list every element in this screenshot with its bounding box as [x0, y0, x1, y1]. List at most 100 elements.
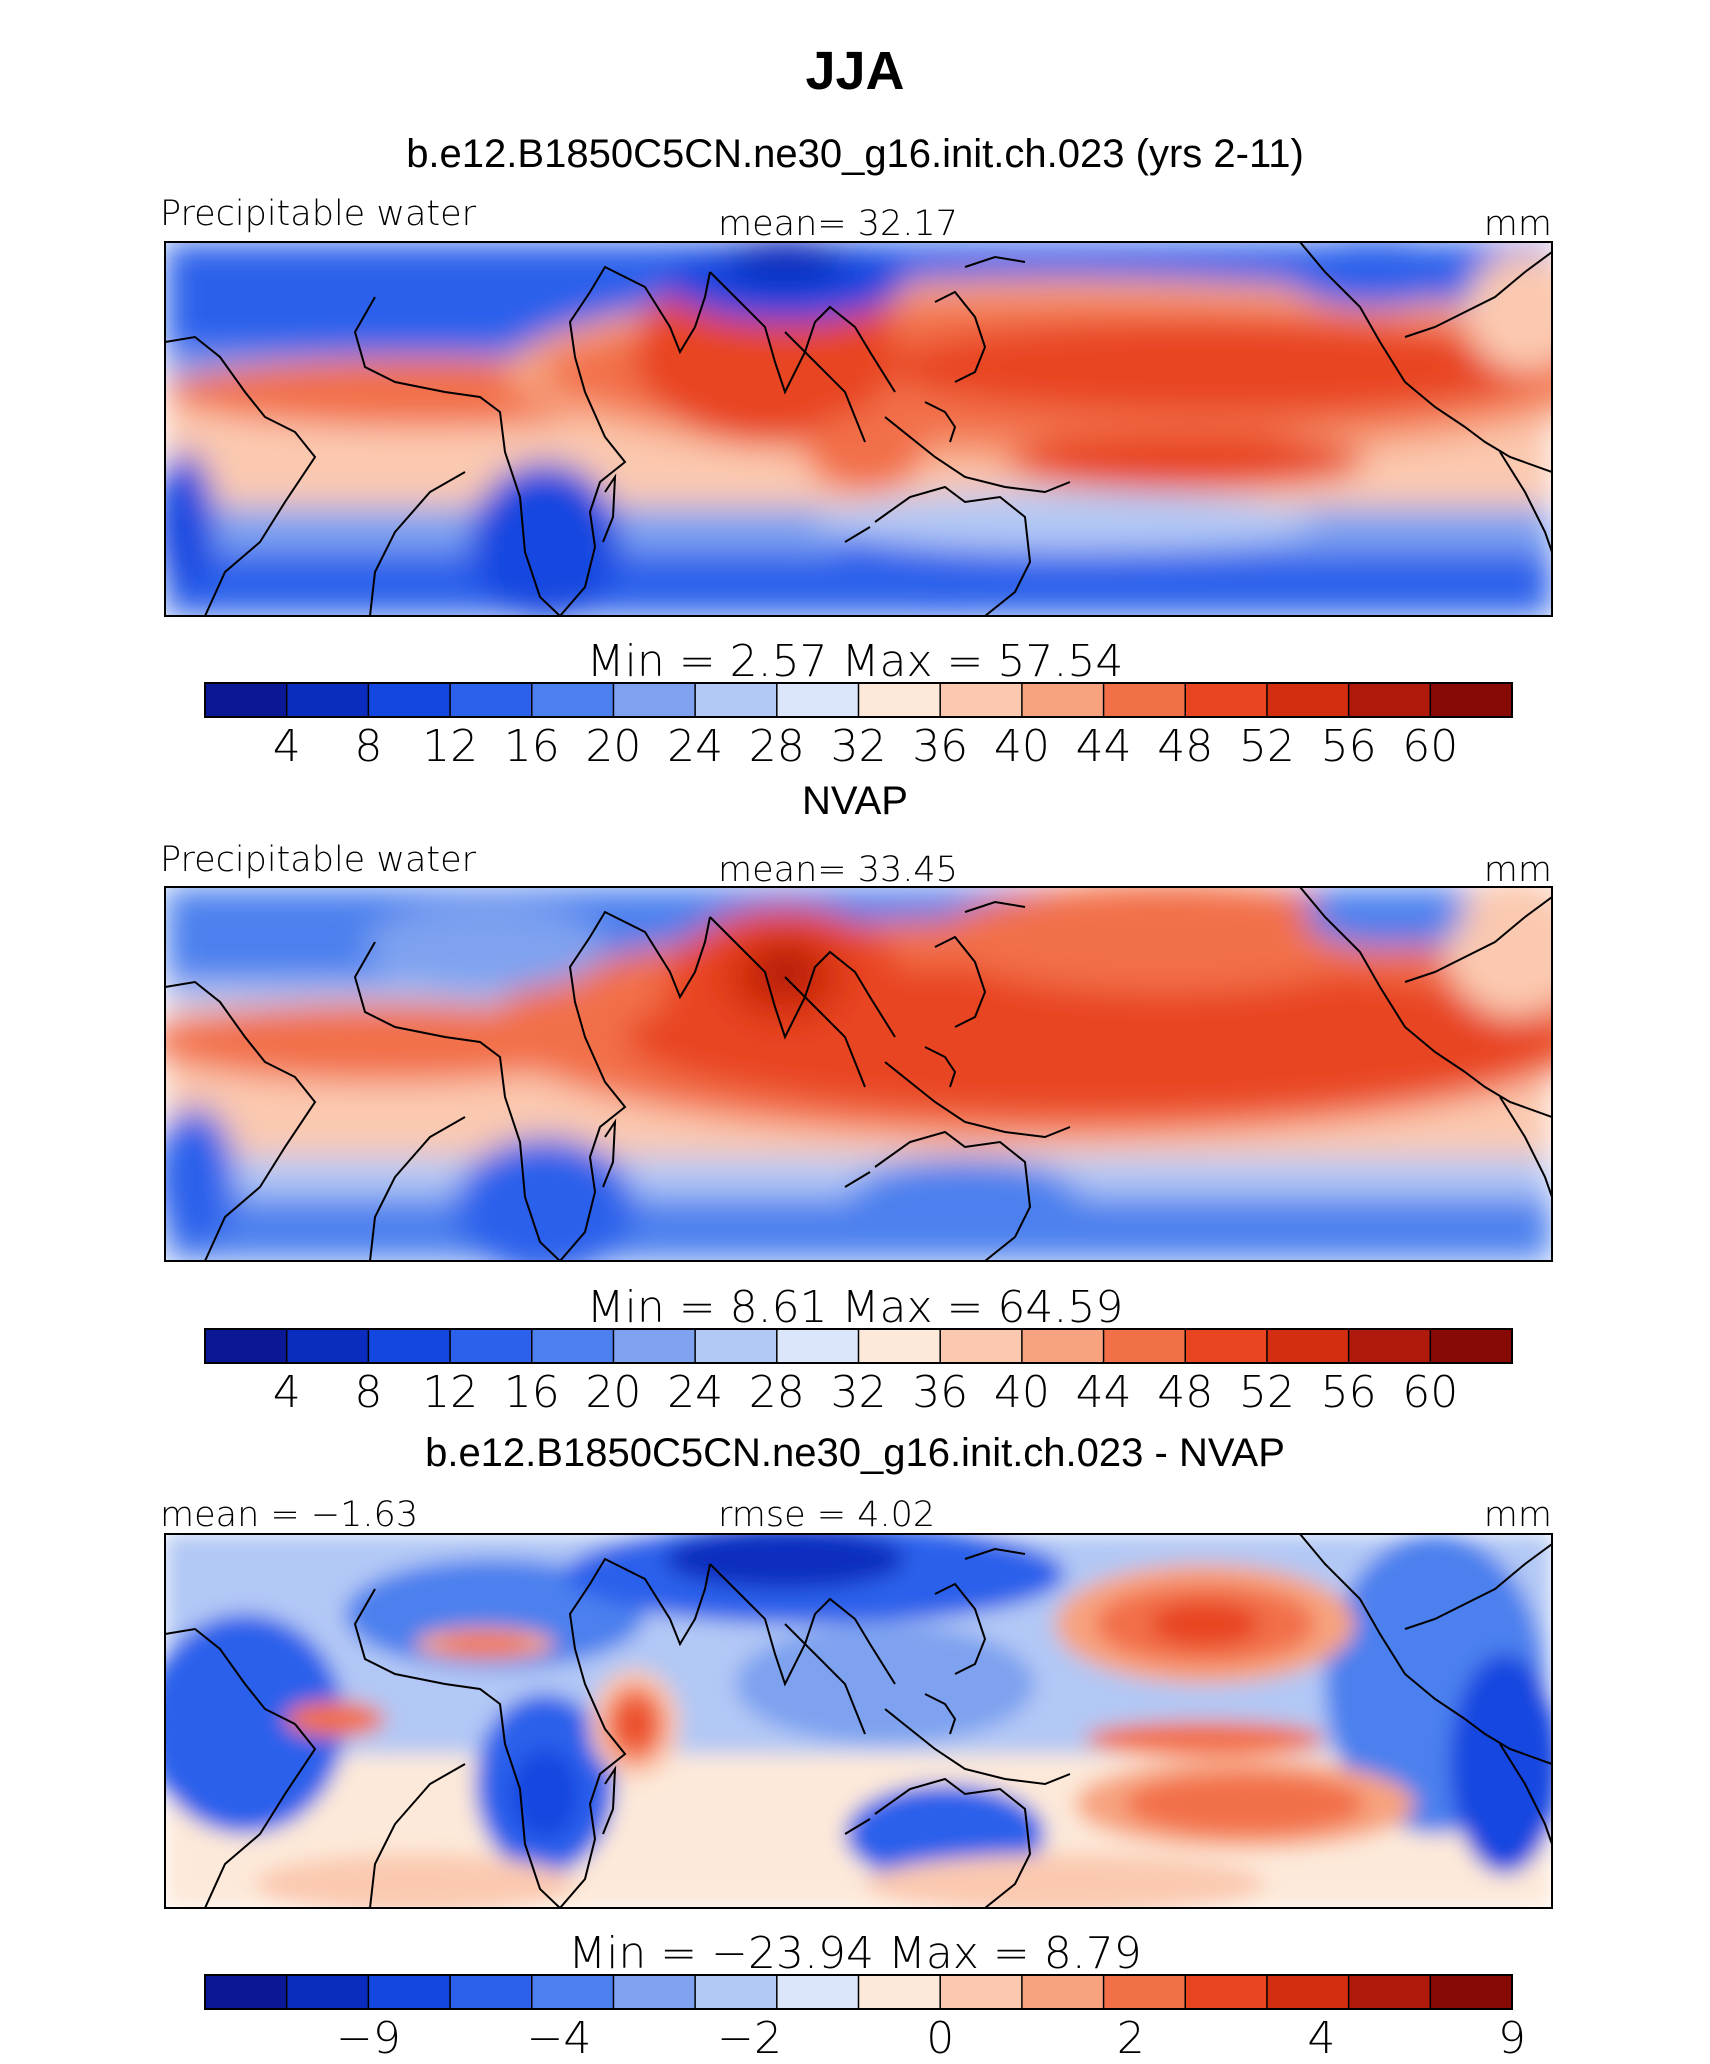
colorbar-swatch [1103, 1329, 1186, 1363]
colorbar-swatch [613, 683, 696, 717]
colorbar-swatch [1266, 1329, 1350, 1363]
panel-1-colorbar: 4 8 12 16 20 24 28 32 36 40 44 48 52 56 60 [204, 682, 1513, 772]
panel-3-units-label: mm [1484, 1495, 1552, 1535]
colorbar-tick-label: 44 [1076, 1367, 1132, 1418]
panel-1-frame [164, 241, 1553, 617]
panel-2-minmax: Min = 8.61 Max = 64.59 [587, 1282, 1124, 1333]
colorbar-frame [204, 1974, 1513, 2010]
colorbar-swatch [368, 1329, 451, 1363]
colorbar-swatch [1348, 683, 1431, 717]
panel-1-mean-label: mean= 32.17 [718, 204, 958, 244]
colorbar-swatch [1430, 683, 1513, 717]
colorbar-swatch [1103, 1975, 1186, 2009]
panel-obs: NVAP Precipitable water mean= 33.45 mm M… [160, 779, 1553, 1418]
figure-title: JJA [805, 41, 904, 101]
panel-2-mean-label: mean= 33.45 [718, 850, 958, 890]
colorbar-swatch [776, 683, 859, 717]
panel-3-colorbar: −9 −4 −2 0 2 4 9 [204, 1974, 1526, 2064]
colorbar-swatch [1348, 1975, 1431, 2009]
colorbar-tick-label: 20 [585, 721, 641, 772]
colorbar-swatch [695, 1329, 778, 1363]
colorbar-tick-label: 44 [1076, 721, 1132, 772]
colorbar-tick-label: 52 [1239, 1367, 1295, 1418]
colorbar-tick-label: −4 [527, 2013, 592, 2064]
panel-3-map [164, 1533, 1553, 1909]
colorbar-tick-label: 48 [1157, 721, 1213, 772]
colorbar-swatch [205, 1975, 288, 2009]
colorbar-swatch [1185, 1329, 1268, 1363]
colorbar-tick-label: 8 [354, 721, 382, 772]
panel-3-title: b.e12.B1850C5CN.ne30_g16.init.ch.023 - N… [425, 1431, 1285, 1475]
colorbar-swatch [368, 1975, 451, 2009]
colorbar-tick-label: 9 [1498, 2013, 1526, 2064]
colorbar-swatch [1021, 683, 1105, 717]
colorbar-swatch [450, 683, 533, 717]
panel-1-minmax: Min = 2.57 Max = 57.54 [587, 636, 1124, 687]
colorbar-tick-label: −2 [717, 2013, 782, 2064]
colorbar-tick-label: −9 [336, 2013, 401, 2064]
colorbar-tick-label: 32 [831, 721, 887, 772]
colorbar-tick-label: 16 [504, 721, 560, 772]
panel-2-colorbar: 4 8 12 16 20 24 28 32 36 40 44 48 52 56 60 [204, 1328, 1513, 1418]
panel-3-minmax: Min = −23.94 Max = 8.79 [568, 1928, 1142, 1979]
colorbar-swatch [286, 683, 369, 717]
colorbar-tick-label: 12 [422, 1367, 478, 1418]
colorbar-swatch [695, 683, 778, 717]
colorbar-swatch [1021, 1975, 1105, 2009]
colorbar-tick-label: 4 [1307, 2013, 1335, 2064]
panel-3-frame [164, 1533, 1553, 1909]
colorbar-swatch [450, 1329, 533, 1363]
colorbar-swatch [1103, 683, 1186, 717]
colorbar-tick-label: 52 [1239, 721, 1295, 772]
colorbar-tick-label: 60 [1402, 721, 1458, 772]
colorbar-swatch [531, 1329, 614, 1363]
colorbar-tick-label: 4 [273, 1367, 301, 1418]
colorbar-tick-label: 56 [1321, 1367, 1377, 1418]
colorbar-tick-label: 24 [667, 721, 723, 772]
colorbar-tick-label: 40 [994, 721, 1050, 772]
panel-1-map [164, 241, 1553, 617]
colorbar-swatch [940, 1975, 1023, 2009]
panel-model: b.e12.B1850C5CN.ne30_g16.init.ch.023 (yr… [160, 132, 1553, 772]
colorbar-swatch [205, 683, 288, 717]
colorbar-swatch [695, 1975, 778, 2009]
colorbar-swatch [776, 1975, 859, 2009]
colorbar-frame [204, 682, 1513, 718]
panel-2-title: NVAP [802, 779, 908, 823]
panel-2-map [164, 886, 1553, 1262]
colorbar-tick-label: 36 [912, 721, 968, 772]
panel-1-title: b.e12.B1850C5CN.ne30_g16.init.ch.023 (yr… [406, 132, 1304, 176]
colorbar-swatch [1185, 1975, 1268, 2009]
colorbar-tick-label: 12 [422, 721, 478, 772]
colorbar-swatch [1266, 1975, 1350, 2009]
colorbar-tick-label: 4 [273, 721, 301, 772]
colorbar-swatch [1021, 1329, 1105, 1363]
colorbar-swatch [531, 683, 614, 717]
panel-2-units-label: mm [1484, 850, 1552, 890]
colorbar-swatch [940, 683, 1023, 717]
colorbar-swatch [286, 1329, 369, 1363]
colorbar-frame [204, 1328, 1513, 1364]
colorbar-swatch [858, 1329, 941, 1363]
colorbar-tick-label: 2 [1117, 2013, 1145, 2064]
colorbar-swatch [1266, 683, 1350, 717]
colorbar-tick-label: 56 [1321, 721, 1377, 772]
colorbar-tick-label: 16 [504, 1367, 560, 1418]
colorbar-swatch [858, 1975, 941, 2009]
colorbar-tick-label: 40 [994, 1367, 1050, 1418]
colorbar-tick-label: 20 [585, 1367, 641, 1418]
panel-2-frame [164, 886, 1553, 1262]
panel-1-variable-label: Precipitable water [160, 194, 477, 234]
colorbar-swatch [1348, 1329, 1431, 1363]
colorbar-tick-label: 8 [354, 1367, 382, 1418]
colorbar-tick-label: 24 [667, 1367, 723, 1418]
colorbar-swatch [776, 1329, 859, 1363]
colorbar-swatch [368, 683, 451, 717]
panel-1-units-label: mm [1484, 204, 1552, 244]
colorbar-tick-label: 0 [926, 2013, 954, 2064]
colorbar-tick-label: 28 [749, 1367, 805, 1418]
colorbar-tick-label: 28 [749, 721, 805, 772]
panel-3-rmse-label: rmse = 4.02 [718, 1495, 935, 1535]
colorbar-swatch [450, 1975, 533, 2009]
